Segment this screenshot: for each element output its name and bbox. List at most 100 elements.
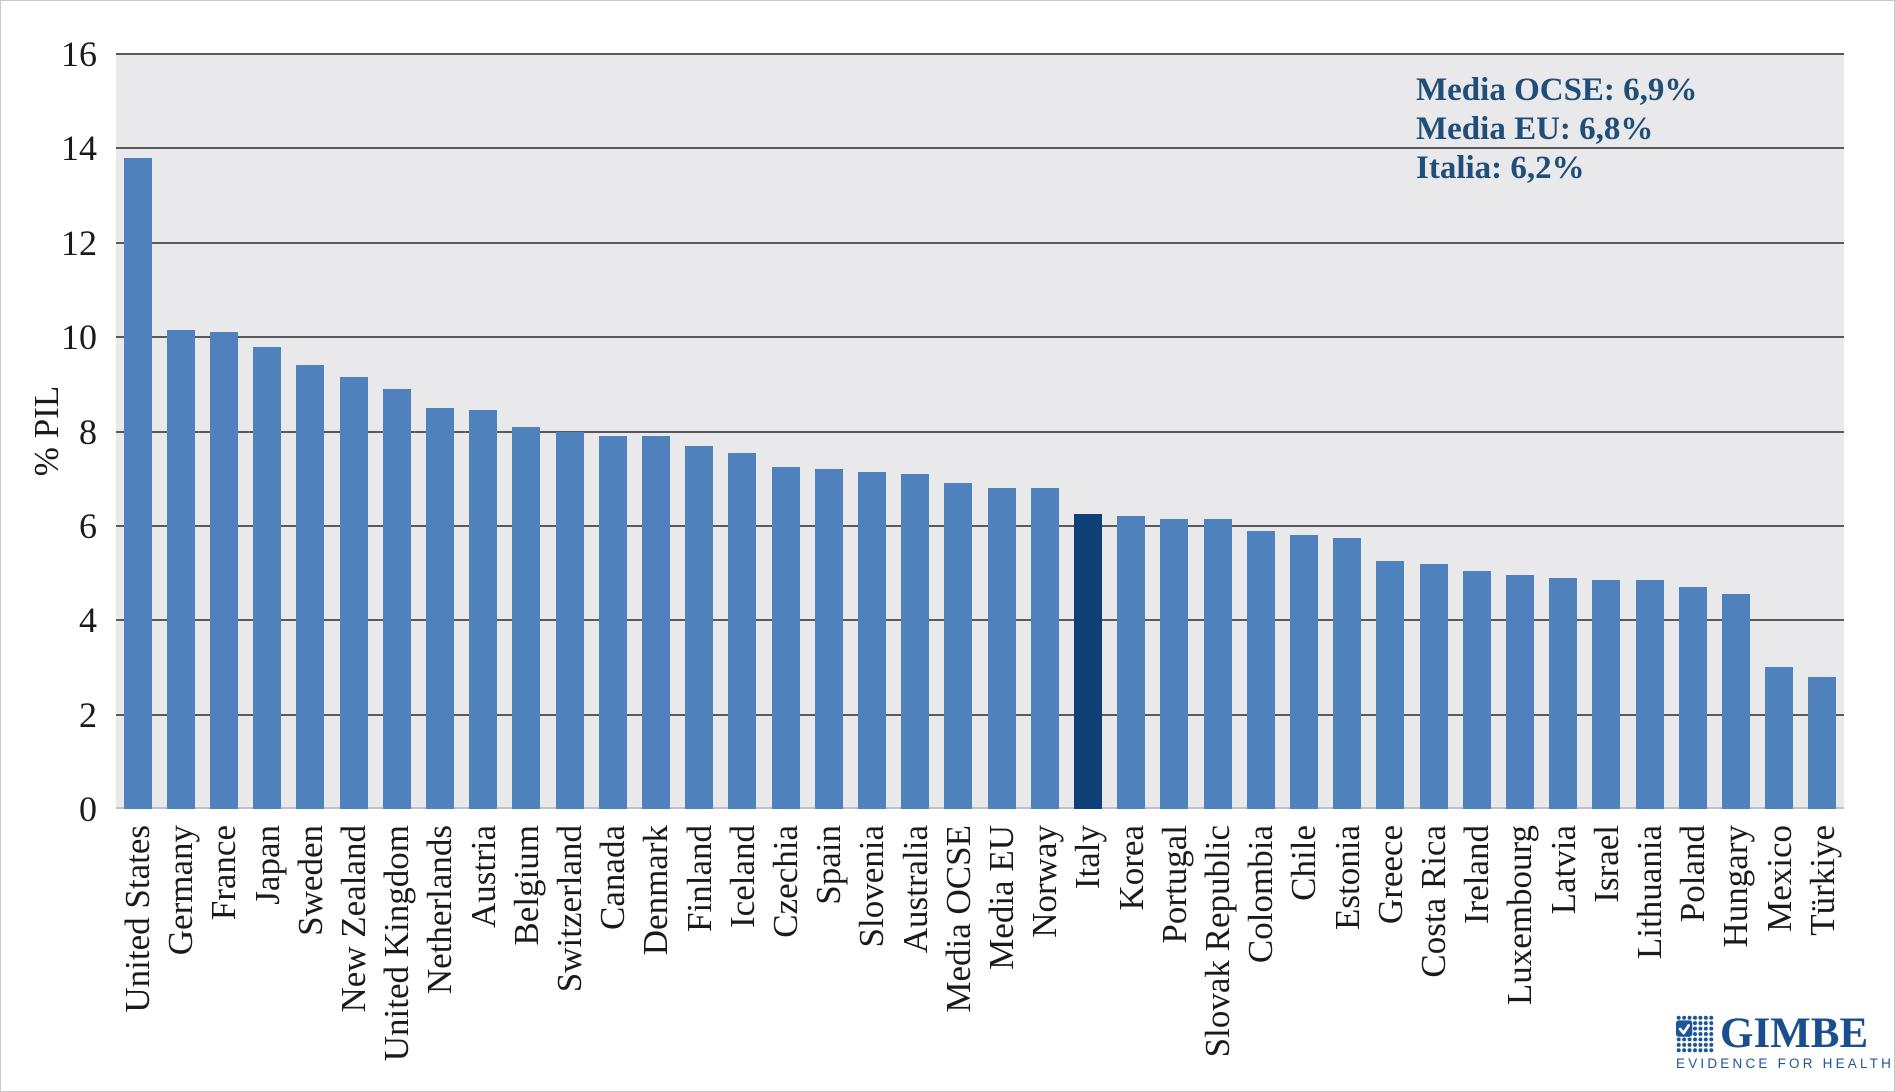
xlabel-united-kingdom: United Kingdom (377, 825, 417, 1062)
gimbe-logo-text: GIMBE (1720, 1010, 1869, 1057)
bar-colombia (1246, 530, 1275, 809)
bar-czechia (771, 466, 800, 809)
chart-annotation: Media OCSE: 6,9% Media EU: 6,8% Italia: … (1416, 71, 1697, 188)
xlabel-korea: Korea (1111, 825, 1151, 911)
bar-poland (1678, 587, 1707, 809)
gimbe-logo: GIMBE EVIDENCE FOR HEALTH (1676, 1012, 1895, 1071)
ytick-label-10: 10 (61, 317, 97, 358)
bar-hungary (1722, 594, 1750, 809)
annotation-line-italia: Italia: 6,2% (1416, 150, 1585, 186)
bar-canada (598, 436, 627, 809)
ytick-label-2: 2 (79, 694, 97, 735)
bar-greece (1376, 561, 1405, 809)
bar-luxembourg (1506, 575, 1534, 809)
bar-austria (469, 410, 498, 809)
xlabel-luxembourg: Luxembourg (1500, 825, 1540, 1006)
ytick-label-8: 8 (79, 411, 97, 452)
bar-costa-rica (1419, 563, 1448, 809)
bar-united-states (123, 157, 152, 809)
bar-italy (1074, 514, 1102, 809)
xlabel-slovenia: Slovenia (852, 825, 892, 948)
gimbe-logo-tagline: EVIDENCE FOR HEALTH (1676, 1056, 1895, 1071)
xlabel-israel: Israel (1586, 825, 1626, 903)
bar-israel (1592, 580, 1621, 809)
gridline-14 (116, 147, 1844, 150)
bar-australia (901, 473, 930, 809)
xlabel-media-ocse: Media OCSE (938, 825, 978, 1013)
bar-germany (166, 330, 195, 809)
xlabel-germany: Germany (161, 825, 201, 956)
xlabel-czechia: Czechia (766, 825, 805, 938)
bar-united-kingdom (382, 389, 411, 809)
bar-netherlands (426, 407, 454, 809)
ytick-label-14: 14 (61, 128, 97, 169)
bar-spain (814, 469, 843, 809)
xlabel-netherlands: Netherlands (420, 825, 460, 995)
plot-area (116, 53, 1844, 809)
xlabel-new-zealand: New Zealand (334, 825, 373, 1013)
xlabel-ireland: Ireland (1457, 825, 1497, 925)
xlabel-estonia: Estonia (1327, 825, 1367, 930)
bar-belgium (512, 426, 541, 809)
gridline-4 (116, 619, 1844, 622)
xlabel-japan: Japan (247, 825, 287, 905)
xlabel-latvia: Latvia (1543, 825, 1583, 915)
xlabel-united-states: United States (118, 825, 157, 1013)
gridline-16 (116, 53, 1844, 55)
ytick-label-16: 16 (61, 34, 97, 74)
gridline-8 (116, 430, 1844, 433)
annotation-line-ocse: Media OCSE: 6,9% (1416, 72, 1698, 108)
ytick-label-12: 12 (61, 222, 97, 263)
xlabel-denmark: Denmark (636, 825, 676, 956)
x-axis-line (116, 807, 1844, 809)
ytick-label-6: 6 (79, 505, 97, 546)
gimbe-logo-mark-icon (1676, 1015, 1714, 1053)
xlabel-norway: Norway (1025, 825, 1065, 938)
bar-korea (1117, 516, 1146, 809)
bar-lithuania (1635, 580, 1664, 809)
annotation-line-eu: Media EU: 6,8% (1416, 111, 1654, 147)
bar-norway (1030, 488, 1059, 809)
bar-estonia (1333, 537, 1362, 809)
bar-finland (685, 445, 714, 809)
gridline-12 (116, 241, 1844, 244)
xlabel-portugal: Portugal (1154, 825, 1194, 944)
ytick-label-4: 4 (79, 600, 97, 641)
ytick-label-0: 0 (79, 789, 97, 829)
xlabel-switzerland: Switzerland (550, 825, 589, 993)
xlabel-greece: Greece (1370, 825, 1410, 925)
bar-portugal (1160, 518, 1189, 809)
xlabel-canada: Canada (593, 825, 633, 930)
bar-sweden (296, 365, 325, 809)
xlabel-media-eu: Media EU (982, 825, 1021, 970)
gridline-2 (116, 713, 1844, 716)
bar-japan (253, 346, 282, 809)
xlabel-colombia: Colombia (1241, 825, 1281, 964)
bar-slovak-republic (1203, 518, 1232, 809)
bar-new-zealand (339, 377, 368, 809)
xlabel-iceland: Iceland (722, 825, 762, 928)
xlabel-chile: Chile (1284, 825, 1324, 901)
xlabel-austria: Austria (463, 825, 503, 929)
xlabel-finland: Finland (679, 825, 719, 932)
xlabel-lithuania: Lithuania (1630, 825, 1669, 960)
bar-media-eu (987, 488, 1016, 809)
bar-denmark (642, 436, 670, 809)
xlabel-costa-rica: Costa Rica (1414, 825, 1453, 978)
gridline-10 (116, 336, 1844, 339)
xlabel-australia: Australia (895, 825, 935, 954)
bar-iceland (728, 452, 757, 809)
bar-media-ocse (944, 483, 973, 809)
bar-france (210, 332, 238, 809)
bar-türkiye (1808, 676, 1837, 809)
bar-ireland (1462, 570, 1491, 809)
xlabel-france: France (204, 825, 244, 921)
xlabel-sweden: Sweden (290, 825, 330, 936)
gridline-6 (116, 524, 1844, 527)
bar-slovenia (858, 471, 886, 809)
bar-mexico (1765, 667, 1794, 809)
bar-switzerland (555, 431, 584, 809)
xlabel-slovak-republic: Slovak Republic (1198, 825, 1237, 1058)
bar-latvia (1549, 577, 1578, 809)
